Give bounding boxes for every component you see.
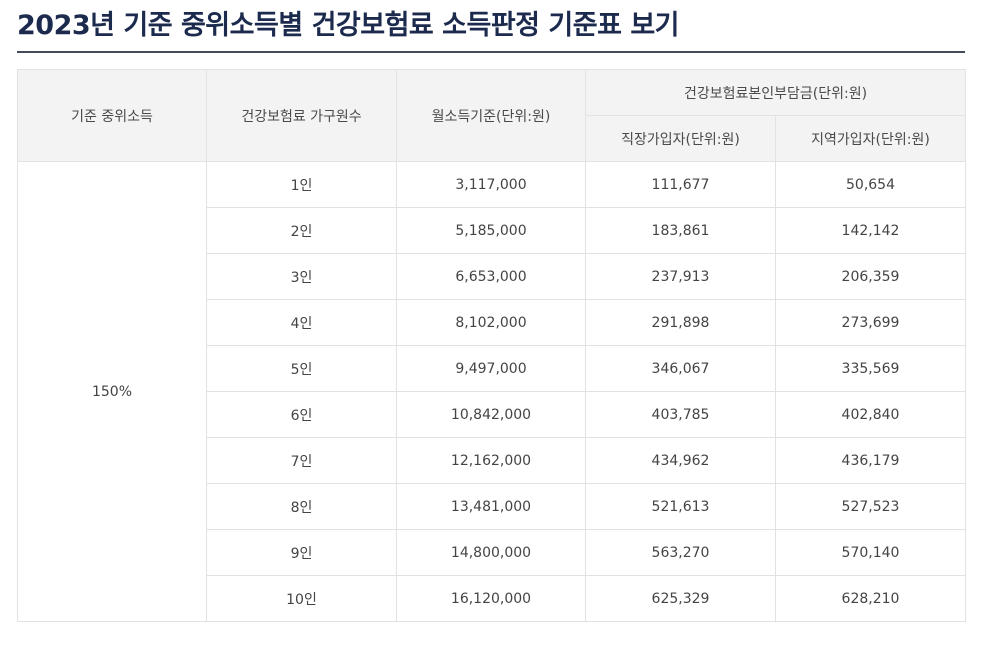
regional-premium-cell: 436,179	[775, 437, 966, 484]
header-premium-group: 건강보험료본인부담금(단위:원)	[585, 69, 966, 116]
header-row: 기준 중위소득 건강보험료 가구원수 월소득기준(단위:원) 건강보험료본인부담…	[17, 69, 966, 162]
household-size-cell: 10인	[206, 575, 397, 622]
table-row: 2인 5,185,000 183,861 142,142	[18, 207, 966, 254]
table-row: 5인 9,497,000 346,067 335,569	[18, 345, 966, 392]
employee-premium-cell: 111,677	[585, 161, 776, 208]
header-subrow: 직장가입자(단위:원) 지역가입자(단위:원)	[18, 115, 966, 162]
household-size-cell: 4인	[206, 299, 397, 346]
monthly-income-cell: 3,117,000	[396, 161, 586, 208]
monthly-income-cell: 10,842,000	[396, 391, 586, 438]
household-size-cell: 6인	[206, 391, 397, 438]
regional-premium-cell: 628,210	[775, 575, 966, 622]
monthly-income-cell: 6,653,000	[396, 253, 586, 300]
household-size-cell: 9인	[206, 529, 397, 576]
household-size-cell: 3인	[206, 253, 397, 300]
employee-premium-cell: 346,067	[585, 345, 776, 392]
table-row: 150% 1인 3,117,000 111,677 50,654	[17, 161, 966, 622]
table-header: 기준 중위소득 건강보험료 가구원수 월소득기준(단위:원) 건강보험료본인부담…	[17, 69, 966, 162]
household-size-cell: 7인	[206, 437, 397, 484]
employee-premium-cell: 183,861	[585, 207, 776, 254]
regional-premium-cell: 570,140	[775, 529, 966, 576]
employee-premium-cell: 563,270	[585, 529, 776, 576]
page-title: 2023년 기준 중위소득별 건강보험료 소득판정 기준표 보기	[17, 10, 680, 41]
monthly-income-cell: 9,497,000	[396, 345, 586, 392]
regional-premium-cell: 335,569	[775, 345, 966, 392]
monthly-income-cell: 8,102,000	[396, 299, 586, 346]
income-criteria-table: 기준 중위소득 건강보험료 가구원수 월소득기준(단위:원) 건강보험료본인부담…	[17, 69, 966, 622]
monthly-income-cell: 16,120,000	[396, 575, 586, 622]
employee-premium-cell: 291,898	[585, 299, 776, 346]
table-body: 150% 1인 3,117,000 111,677 50,654 2인 5,185,000 1…	[17, 161, 966, 622]
household-size-cell: 8인	[206, 483, 397, 530]
employee-premium-cell: 237,913	[585, 253, 776, 300]
header-household-size: 건강보험료 가구원수	[206, 69, 397, 162]
table-row: 3인 6,653,000 237,913 206,359	[18, 253, 966, 300]
regional-premium-cell: 206,359	[775, 253, 966, 300]
household-size-cell: 2인	[206, 207, 397, 254]
header-employee: 직장가입자(단위:원)	[585, 115, 776, 162]
regional-premium-cell: 273,699	[775, 299, 966, 346]
household-size-cell: 5인	[206, 345, 397, 392]
table-row: 8인 13,481,000 521,613 527,523	[18, 483, 966, 530]
employee-premium-cell: 625,329	[585, 575, 776, 622]
monthly-income-cell: 13,481,000	[396, 483, 586, 530]
regional-premium-cell: 402,840	[775, 391, 966, 438]
table-row: 6인 10,842,000 403,785 402,840	[18, 391, 966, 438]
employee-premium-cell: 434,962	[585, 437, 776, 484]
employee-premium-cell: 403,785	[585, 391, 776, 438]
title-divider	[17, 51, 965, 53]
employee-premium-cell: 521,613	[585, 483, 776, 530]
table-row: 7인 12,162,000 434,962 436,179	[18, 437, 966, 484]
header-median-income: 기준 중위소득	[17, 69, 207, 162]
table-row: 4인 8,102,000 291,898 273,699	[18, 299, 966, 346]
monthly-income-cell: 5,185,000	[396, 207, 586, 254]
monthly-income-cell: 14,800,000	[396, 529, 586, 576]
header-regional: 지역가입자(단위:원)	[775, 115, 966, 162]
header-monthly-income: 월소득기준(단위:원)	[396, 69, 586, 162]
table-row: 10인 16,120,000 625,329 628,210	[18, 575, 966, 622]
monthly-income-cell: 12,162,000	[396, 437, 586, 484]
regional-premium-cell: 50,654	[775, 161, 966, 208]
median-income-value: 150%	[17, 161, 207, 622]
regional-premium-cell: 527,523	[775, 483, 966, 530]
regional-premium-cell: 142,142	[775, 207, 966, 254]
household-size-cell: 1인	[206, 161, 397, 208]
